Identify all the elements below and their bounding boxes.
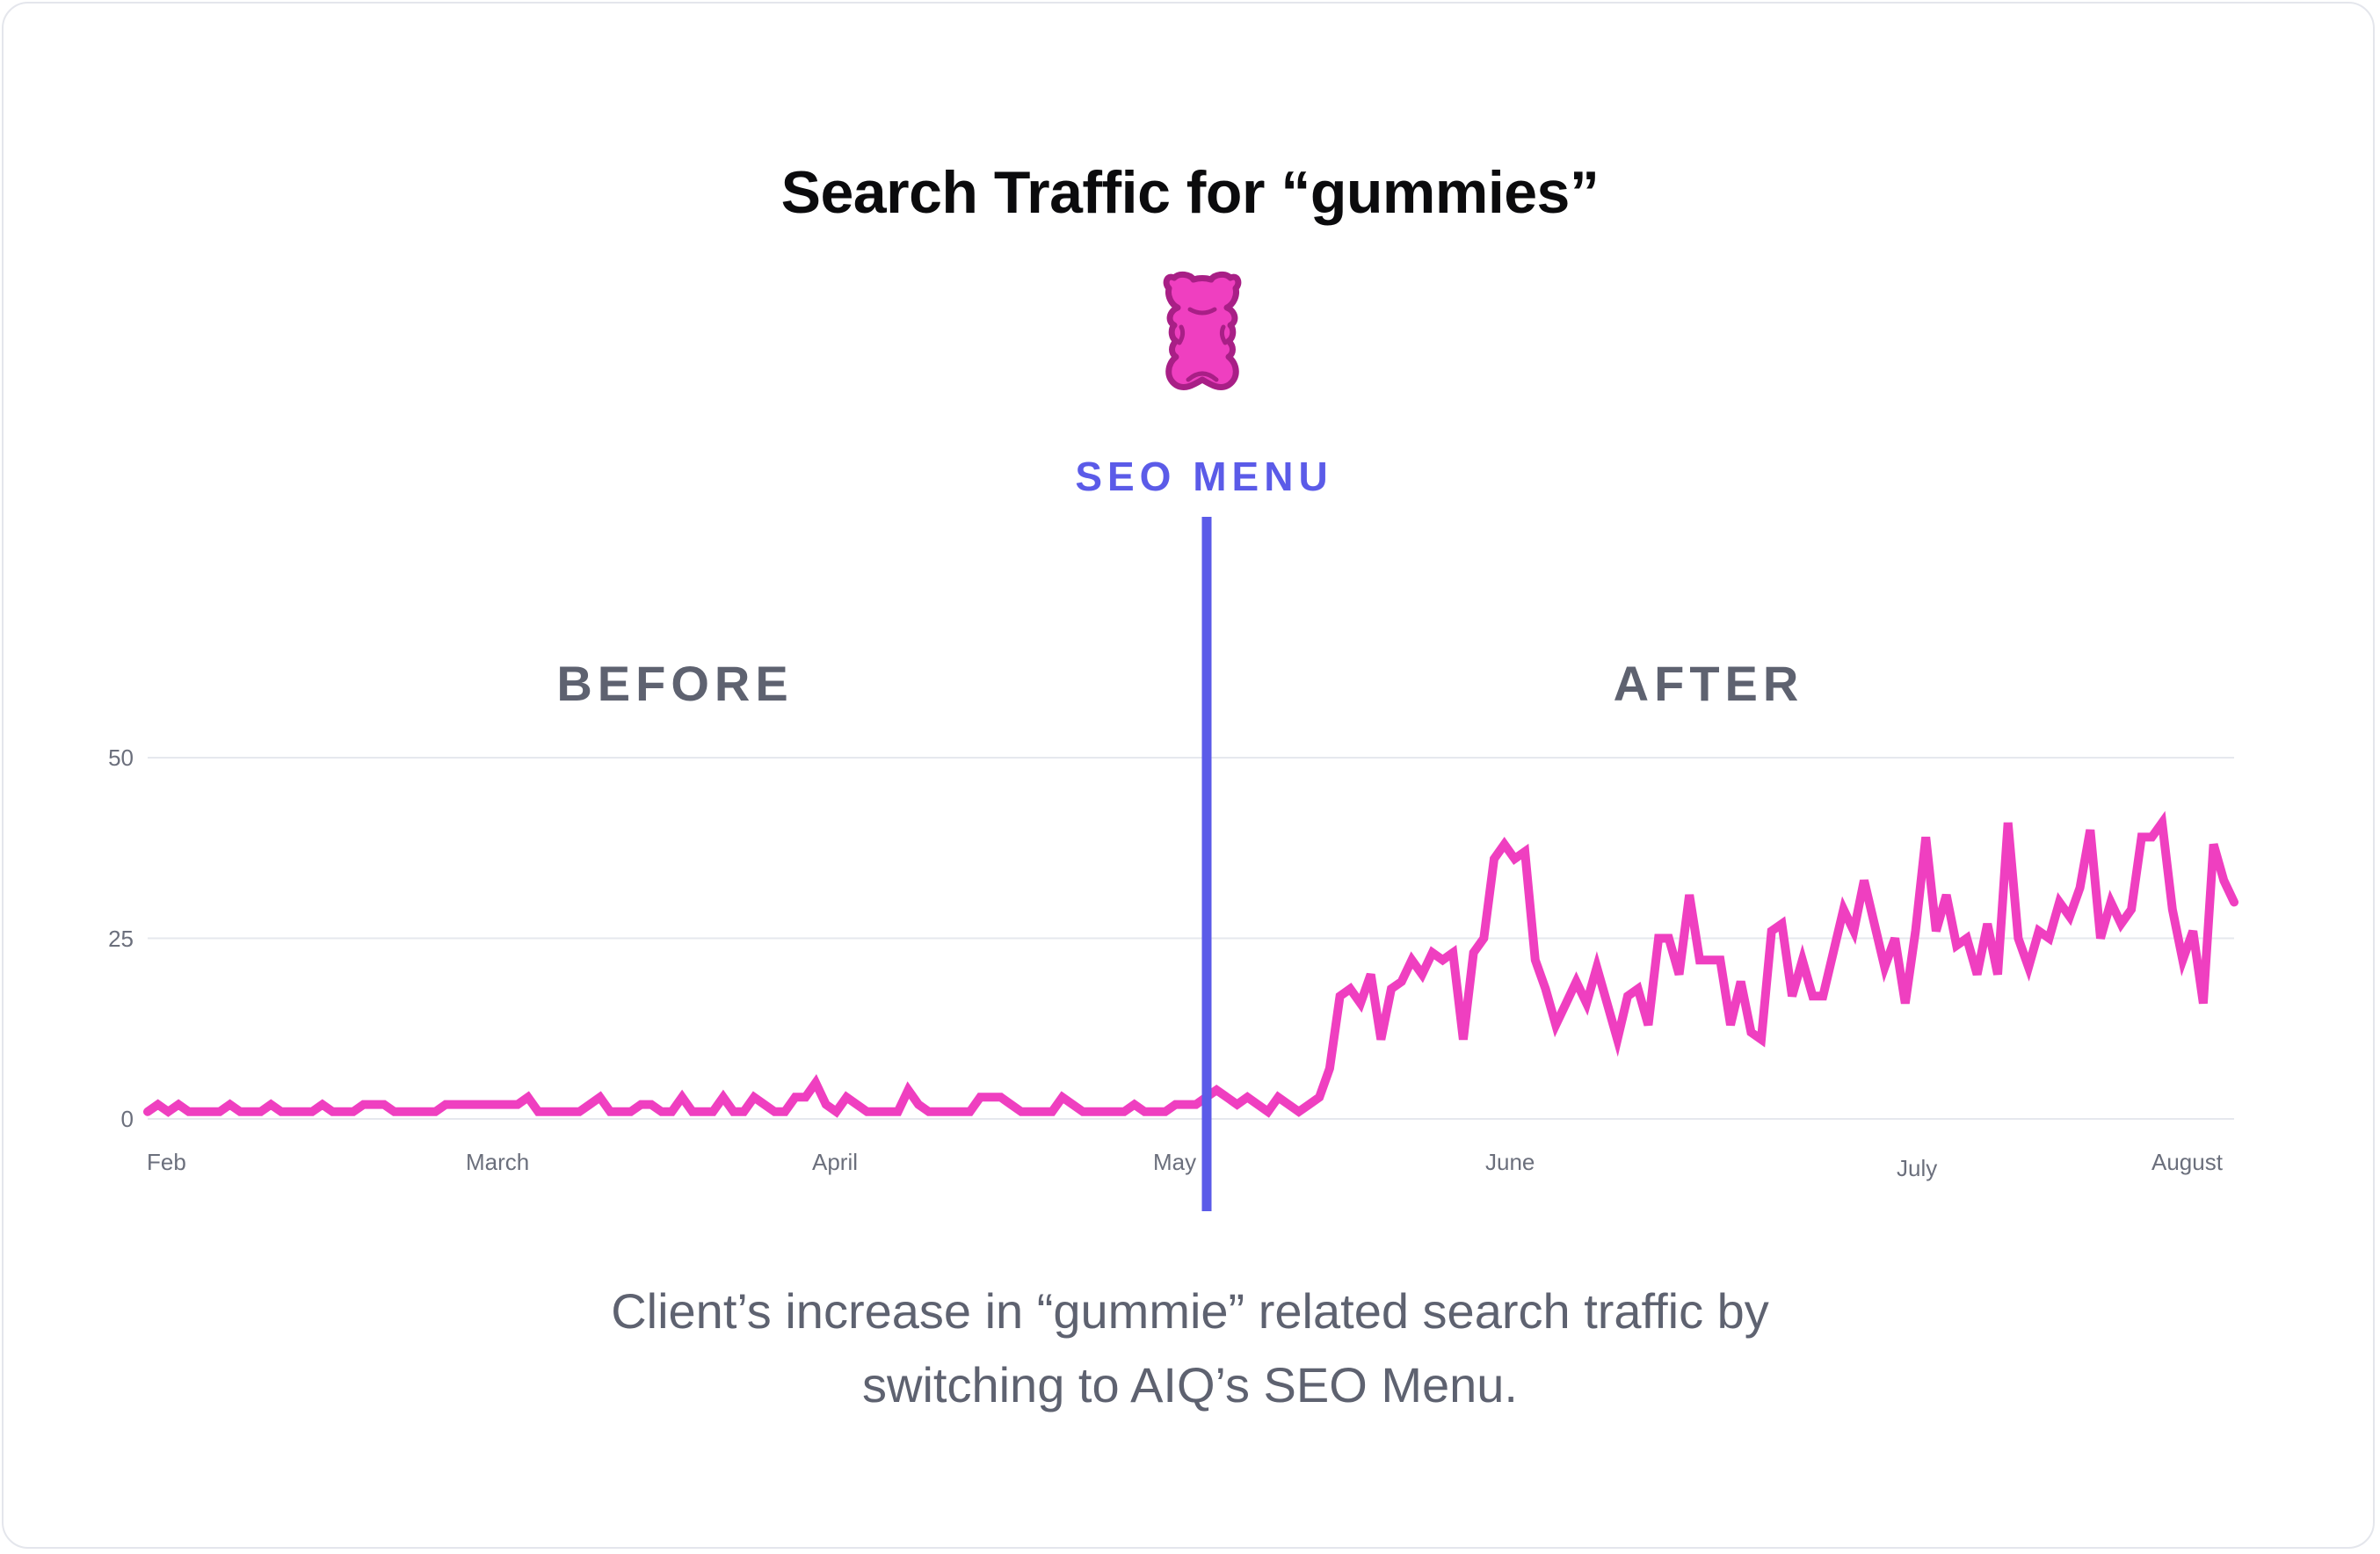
x-tick-june: June <box>1485 1149 1535 1175</box>
y-tick-0: 0 <box>121 1106 134 1132</box>
x-tick-april: April <box>812 1149 858 1175</box>
y-axis-ticks: 50 25 0 <box>108 744 134 1132</box>
x-tick-may: May <box>1153 1149 1196 1175</box>
x-tick-august: August <box>2151 1149 2224 1175</box>
after-label: AFTER <box>1614 656 1804 711</box>
y-tick-50: 50 <box>108 744 134 771</box>
gummy-bear-icon <box>1163 271 1242 390</box>
seo-menu-label: SEO MENU <box>1075 454 1332 499</box>
x-tick-feb: Feb <box>147 1149 186 1175</box>
y-tick-25: 25 <box>108 926 134 952</box>
x-axis-ticks: Feb March April May June July August <box>147 1149 2224 1181</box>
before-label: BEFORE <box>556 656 793 711</box>
x-tick-march: March <box>466 1149 529 1175</box>
caption: Client’s increase in “gummie” related se… <box>0 1274 2380 1422</box>
caption-line-2: switching to AIQ’s SEO Menu. <box>862 1357 1518 1412</box>
x-tick-july: July <box>1897 1155 1937 1181</box>
chart-title: Search Traffic for “gummies” <box>780 159 1600 226</box>
series-line <box>143 810 2239 1118</box>
caption-line-1: Client’s increase in “gummie” related se… <box>611 1283 1769 1339</box>
gridlines <box>148 757 2234 1120</box>
